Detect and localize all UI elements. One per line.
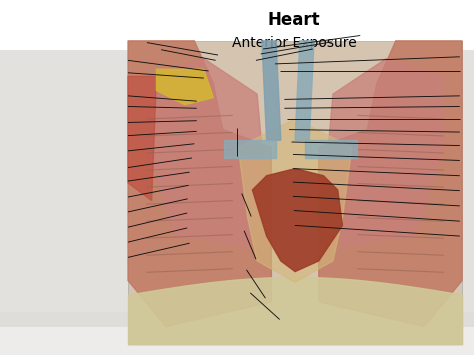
Polygon shape	[319, 41, 462, 327]
Polygon shape	[262, 41, 281, 140]
Polygon shape	[238, 119, 352, 282]
Polygon shape	[128, 76, 156, 201]
Text: Anterior Exposure: Anterior Exposure	[231, 36, 356, 49]
FancyBboxPatch shape	[327, 50, 474, 327]
Text: Heart: Heart	[267, 11, 320, 29]
Polygon shape	[224, 140, 276, 158]
Polygon shape	[147, 59, 266, 247]
FancyBboxPatch shape	[0, 312, 474, 355]
Polygon shape	[304, 140, 356, 158]
Polygon shape	[324, 59, 443, 247]
Polygon shape	[252, 169, 342, 272]
FancyBboxPatch shape	[0, 50, 147, 327]
Polygon shape	[295, 41, 314, 140]
Polygon shape	[156, 69, 213, 105]
FancyBboxPatch shape	[128, 41, 462, 344]
Polygon shape	[128, 41, 271, 327]
